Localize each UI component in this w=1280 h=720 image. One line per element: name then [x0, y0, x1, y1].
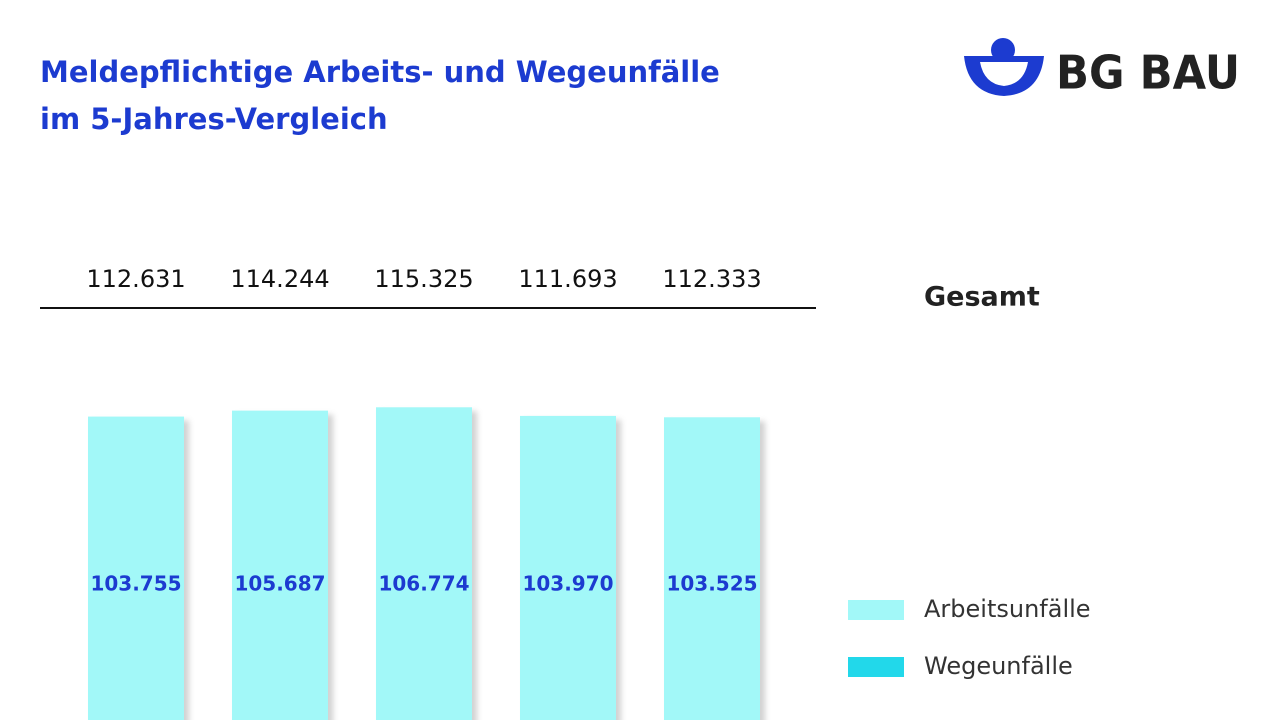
bar	[88, 416, 184, 720]
logo-text: BG BAU	[1056, 46, 1240, 100]
bar	[664, 417, 760, 720]
total-label: 114.244	[230, 265, 329, 293]
legend-label: Wegeunfälle	[924, 652, 1073, 680]
bar	[520, 415, 616, 720]
total-title: Gesamt	[924, 282, 1040, 313]
value-label: 105.687	[234, 572, 325, 596]
chart-title: Meldepflichtige Arbeits- und Wegeunfälle	[40, 55, 720, 89]
total-label: 111.693	[518, 265, 617, 293]
total-label: 115.325	[374, 265, 473, 293]
value-label: 103.970	[522, 572, 613, 596]
legend-swatch	[848, 600, 904, 620]
logo-bowl	[964, 56, 1044, 96]
bar	[376, 407, 472, 720]
total-label: 112.333	[662, 265, 761, 293]
total-label: 112.631	[86, 265, 185, 293]
value-label: 106.774	[378, 572, 469, 596]
chart-title: im 5-Jahres-Vergleich	[40, 102, 388, 136]
legend-swatch	[848, 657, 904, 677]
legend-label: Arbeitsunfälle	[924, 595, 1091, 623]
bar	[232, 410, 328, 720]
logo: BG BAU	[964, 38, 1240, 100]
value-label: 103.755	[90, 572, 181, 596]
value-label: 103.525	[666, 572, 757, 596]
